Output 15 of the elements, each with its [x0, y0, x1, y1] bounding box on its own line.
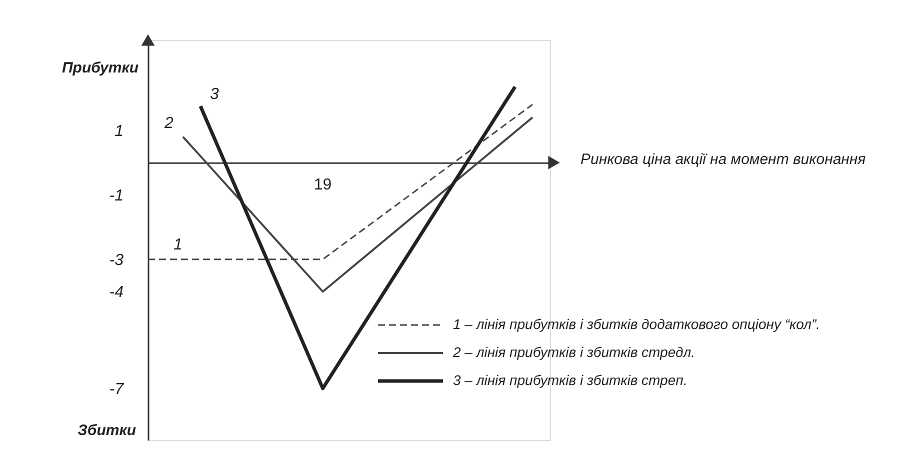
y-tick-label: -7 — [109, 380, 125, 398]
x-axis-title: Ринкова ціна акції на момент виконання — [580, 151, 866, 168]
text: Збитки — [78, 422, 136, 439]
legend-label: 3 – лінія прибутків і збитків стреп. — [453, 372, 688, 388]
y-axis-title: Прибутки — [62, 60, 138, 76]
y-tick-label: -4 — [109, 284, 124, 302]
legend-label: 1 – лінія прибутків і збитків додаткового опціону “кол”. — [453, 316, 820, 332]
y-tick-label: 1 — [114, 122, 124, 140]
annotation: 3 — [210, 86, 219, 104]
annotation: 2 — [164, 114, 174, 132]
annotation: 1 — [174, 236, 182, 254]
annotation: 19 — [314, 176, 332, 194]
legend-label: 2 – лінія прибутків і збитків стредл. — [452, 344, 695, 360]
y-tick-label: -3 — [109, 252, 124, 269]
y-tick-label: -1 — [109, 187, 124, 204]
